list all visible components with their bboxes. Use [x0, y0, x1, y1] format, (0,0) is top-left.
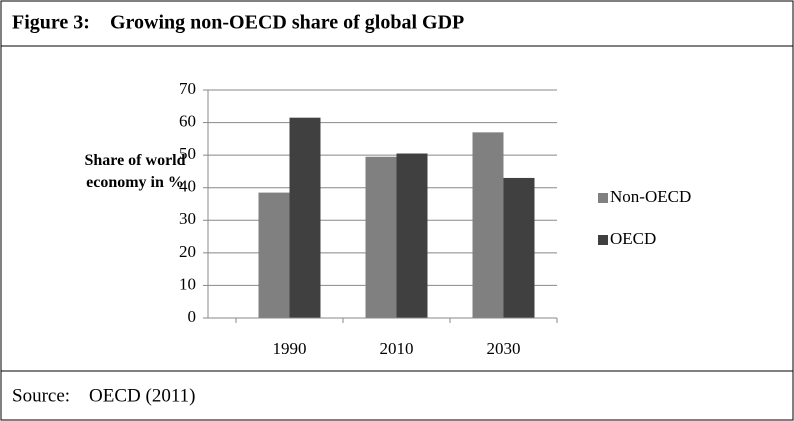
bar	[365, 156, 397, 318]
legend-label: OECD	[610, 229, 656, 248]
legend-label: Non-OECD	[610, 187, 691, 206]
y-tick-label: 50	[179, 144, 196, 163]
bar	[503, 177, 535, 318]
bar	[258, 192, 290, 318]
bar	[472, 132, 504, 318]
legend-swatch	[598, 235, 608, 245]
y-axis-label: Share of world economy in %	[84, 152, 186, 191]
x-tick-label: 1990	[273, 339, 307, 358]
x-tick-label: 2010	[380, 339, 414, 358]
y-tick-label: 10	[179, 274, 196, 293]
figure-title: Figure 3: Growing non-OECD share of glob…	[12, 12, 464, 34]
y-tick-label: 20	[179, 242, 196, 261]
legend-swatch	[598, 193, 608, 203]
y-tick-label: 30	[179, 209, 196, 228]
y-tick-label: 60	[179, 111, 196, 130]
x-tick-label: 2030	[487, 339, 521, 358]
bar	[396, 153, 428, 318]
y-tick-label: 70	[179, 79, 196, 98]
y-tick-label: 0	[188, 307, 197, 326]
source: Source: OECD (2011)	[12, 385, 195, 406]
y-tick-label: 40	[179, 177, 196, 196]
bar	[289, 117, 321, 318]
